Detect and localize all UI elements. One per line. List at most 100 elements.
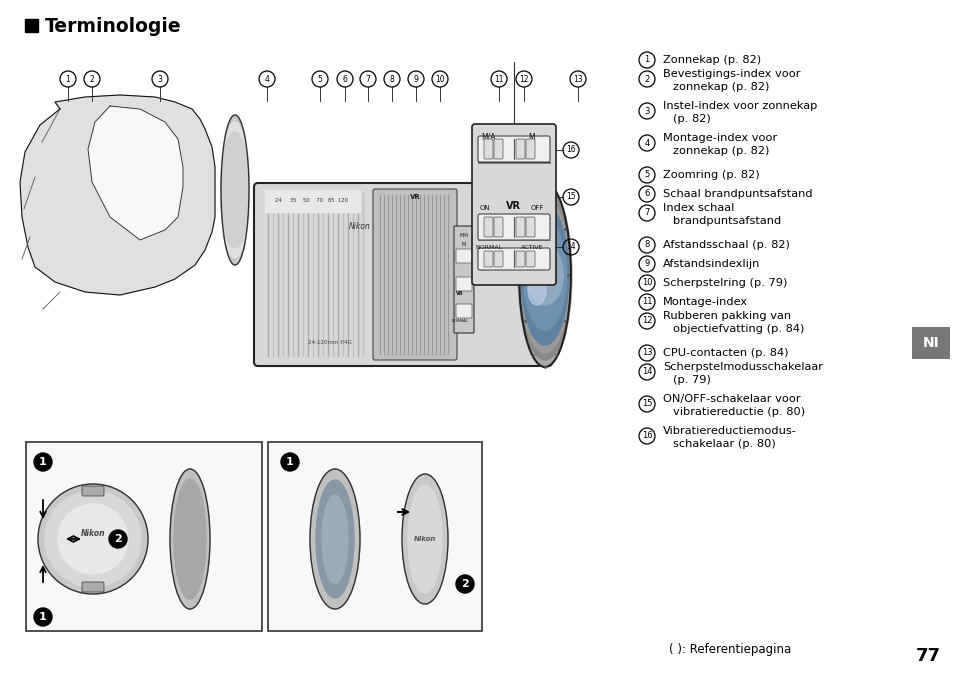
Circle shape — [34, 453, 52, 471]
Ellipse shape — [518, 190, 570, 360]
Text: Montage-index voor: Montage-index voor — [662, 133, 777, 143]
Text: 10: 10 — [435, 74, 444, 83]
Polygon shape — [88, 106, 183, 240]
Circle shape — [45, 491, 141, 587]
Text: Nikon: Nikon — [349, 223, 371, 232]
Text: 2: 2 — [90, 74, 94, 83]
FancyBboxPatch shape — [454, 226, 474, 333]
Circle shape — [58, 504, 128, 574]
Text: VR: VR — [505, 201, 520, 211]
FancyBboxPatch shape — [911, 327, 949, 359]
Text: 24     35    50    70   85  120: 24 35 50 70 85 120 — [275, 198, 348, 204]
Text: 3: 3 — [157, 74, 162, 83]
Text: 4: 4 — [264, 74, 269, 83]
Text: 24-120mm f/4G: 24-120mm f/4G — [308, 339, 352, 345]
Text: OFF: OFF — [530, 205, 543, 211]
Text: (p. 82): (p. 82) — [672, 114, 710, 124]
Circle shape — [34, 608, 52, 626]
Text: 12: 12 — [518, 74, 528, 83]
Text: Index schaal: Index schaal — [662, 203, 734, 213]
Text: Instel-index voor zonnekap: Instel-index voor zonnekap — [662, 101, 817, 111]
Text: 1: 1 — [643, 56, 649, 64]
Ellipse shape — [322, 495, 348, 583]
Circle shape — [281, 453, 298, 471]
Text: M: M — [461, 242, 466, 248]
FancyBboxPatch shape — [516, 139, 524, 159]
FancyBboxPatch shape — [253, 183, 552, 366]
FancyBboxPatch shape — [483, 217, 493, 237]
Text: NI: NI — [922, 336, 939, 350]
Text: 9: 9 — [643, 259, 649, 269]
FancyBboxPatch shape — [26, 442, 262, 631]
Circle shape — [456, 575, 474, 593]
Text: 2: 2 — [460, 579, 468, 589]
Text: 5: 5 — [643, 171, 649, 179]
Circle shape — [38, 484, 148, 594]
Text: ACTIVE: ACTIVE — [520, 246, 542, 250]
Text: 16: 16 — [565, 146, 576, 154]
FancyBboxPatch shape — [472, 124, 556, 285]
Text: Afstandsindexlijn: Afstandsindexlijn — [662, 259, 760, 269]
Text: 1: 1 — [39, 612, 47, 622]
FancyBboxPatch shape — [456, 304, 472, 318]
Text: 77: 77 — [915, 647, 940, 665]
Ellipse shape — [310, 469, 359, 609]
Text: (p. 79): (p. 79) — [672, 375, 710, 385]
FancyBboxPatch shape — [456, 249, 472, 263]
FancyBboxPatch shape — [456, 277, 472, 291]
FancyBboxPatch shape — [516, 217, 524, 237]
Text: 1: 1 — [66, 74, 71, 83]
Text: Vibratiereductiemodus-: Vibratiereductiemodus- — [662, 426, 796, 436]
Ellipse shape — [173, 479, 206, 599]
Text: schakelaar (p. 80): schakelaar (p. 80) — [672, 439, 775, 449]
Text: Zoomring (p. 82): Zoomring (p. 82) — [662, 170, 759, 180]
Bar — [25, 19, 38, 32]
Text: ON: ON — [479, 205, 490, 211]
Bar — [265, 190, 359, 212]
FancyBboxPatch shape — [483, 251, 493, 267]
Polygon shape — [20, 95, 214, 295]
FancyBboxPatch shape — [268, 442, 481, 631]
Text: Schaal brandpuntsafstand: Schaal brandpuntsafstand — [662, 189, 812, 199]
Ellipse shape — [526, 245, 562, 305]
Ellipse shape — [170, 469, 210, 609]
Text: objectiefvatting (p. 84): objectiefvatting (p. 84) — [672, 324, 803, 334]
Text: M/A: M/A — [481, 133, 496, 141]
Text: 10: 10 — [641, 278, 652, 288]
Text: 9: 9 — [414, 74, 418, 83]
Text: 3: 3 — [643, 106, 649, 116]
Text: 2: 2 — [114, 534, 122, 544]
Text: Scherpstelring (p. 79): Scherpstelring (p. 79) — [662, 278, 786, 288]
Text: 16: 16 — [641, 431, 652, 441]
Ellipse shape — [315, 480, 354, 598]
Text: 2: 2 — [643, 74, 649, 83]
Text: 8: 8 — [643, 240, 649, 250]
Ellipse shape — [519, 197, 569, 353]
Ellipse shape — [401, 474, 448, 604]
FancyBboxPatch shape — [525, 251, 535, 267]
Text: 6: 6 — [643, 190, 649, 198]
Text: 6: 6 — [342, 74, 347, 83]
Text: ON/OFF-schakelaar voor: ON/OFF-schakelaar voor — [662, 394, 800, 404]
Text: Scherpstelmodusschakelaar: Scherpstelmodusschakelaar — [662, 362, 822, 372]
Text: M/A: M/A — [459, 232, 468, 238]
Text: VR: VR — [456, 292, 463, 297]
FancyBboxPatch shape — [516, 251, 524, 267]
Text: M: M — [528, 133, 535, 141]
Text: zonnekap (p. 82): zonnekap (p. 82) — [672, 82, 768, 92]
FancyBboxPatch shape — [483, 139, 493, 159]
FancyBboxPatch shape — [82, 486, 104, 496]
Ellipse shape — [221, 132, 249, 248]
FancyBboxPatch shape — [525, 217, 535, 237]
Text: Rubberen pakking van: Rubberen pakking van — [662, 311, 790, 321]
Text: 8: 8 — [389, 74, 394, 83]
Text: NORMAL: NORMAL — [475, 246, 502, 250]
FancyBboxPatch shape — [82, 582, 104, 592]
Text: 13: 13 — [573, 74, 582, 83]
FancyBboxPatch shape — [477, 248, 550, 270]
Text: 5: 5 — [317, 74, 322, 83]
Text: Zonnekap (p. 82): Zonnekap (p. 82) — [662, 55, 760, 65]
Circle shape — [109, 530, 127, 548]
Text: 1: 1 — [39, 457, 47, 467]
Text: 11: 11 — [494, 74, 503, 83]
